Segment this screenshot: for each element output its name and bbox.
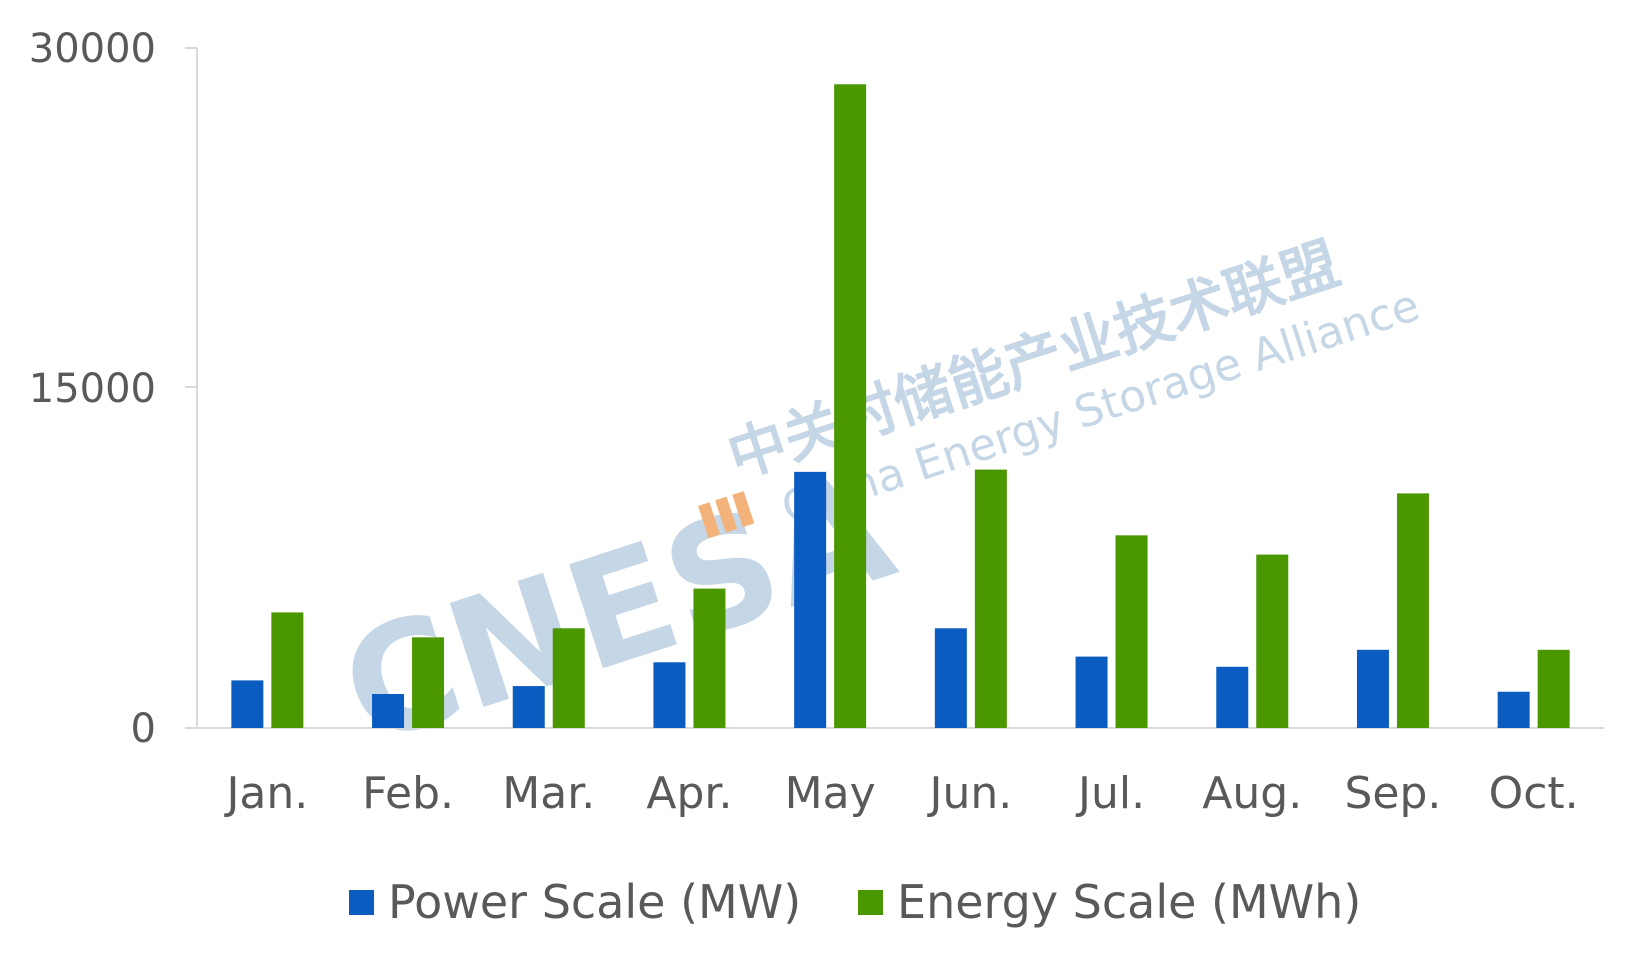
legend: Power Scale (MW) Energy Scale (MWh)	[349, 875, 1361, 929]
bar-energy	[1256, 554, 1289, 728]
x-tick-label: Oct.	[1489, 768, 1579, 819]
bar-energy	[271, 612, 304, 728]
bar-power	[512, 686, 545, 728]
bar-power	[934, 628, 967, 728]
y-tick-label: 30000	[29, 26, 156, 72]
x-tick-label: May	[785, 768, 876, 819]
bar-energy	[552, 628, 585, 728]
x-tick-label: Feb.	[362, 768, 454, 819]
bar-energy	[693, 588, 726, 728]
bar-power	[372, 694, 405, 728]
bar-energy	[1115, 535, 1148, 728]
bar-energy	[834, 84, 867, 729]
bar-energy	[1396, 493, 1429, 728]
bar-power	[231, 680, 264, 728]
x-tick-label: Jun.	[926, 768, 1012, 819]
bar-power	[1216, 666, 1249, 728]
y-tick-label: 0	[131, 706, 156, 752]
bar-power	[653, 662, 686, 728]
x-tick-label: Aug.	[1202, 768, 1302, 819]
bar-power	[1356, 649, 1389, 728]
bar-energy	[412, 637, 445, 728]
x-axis-categories: Jan. Feb. Mar. Apr. May Jun. Jul. Aug. Sep. Oct.	[223, 768, 1578, 819]
x-tick-label: Jul.	[1075, 768, 1145, 819]
bar-energy	[974, 469, 1007, 728]
watermark-accent-icon	[698, 491, 755, 539]
legend-label-energy: Energy Scale (MWh)	[897, 875, 1361, 929]
bars	[231, 84, 1570, 729]
y-axis-ticks: 0 15000 30000	[29, 26, 156, 752]
y-tick-label: 15000	[29, 366, 156, 412]
bar-power	[1075, 656, 1108, 728]
bar-power	[1497, 691, 1530, 728]
legend-swatch-power	[349, 890, 374, 915]
x-tick-label: Apr.	[646, 768, 732, 819]
legend-swatch-energy	[858, 890, 883, 915]
x-tick-label: Jan.	[223, 768, 308, 819]
bar-energy	[1537, 649, 1570, 728]
x-tick-label: Sep.	[1344, 768, 1441, 819]
x-tick-label: Mar.	[502, 768, 595, 819]
legend-label-power: Power Scale (MW)	[388, 875, 801, 929]
bar-power	[794, 471, 827, 728]
